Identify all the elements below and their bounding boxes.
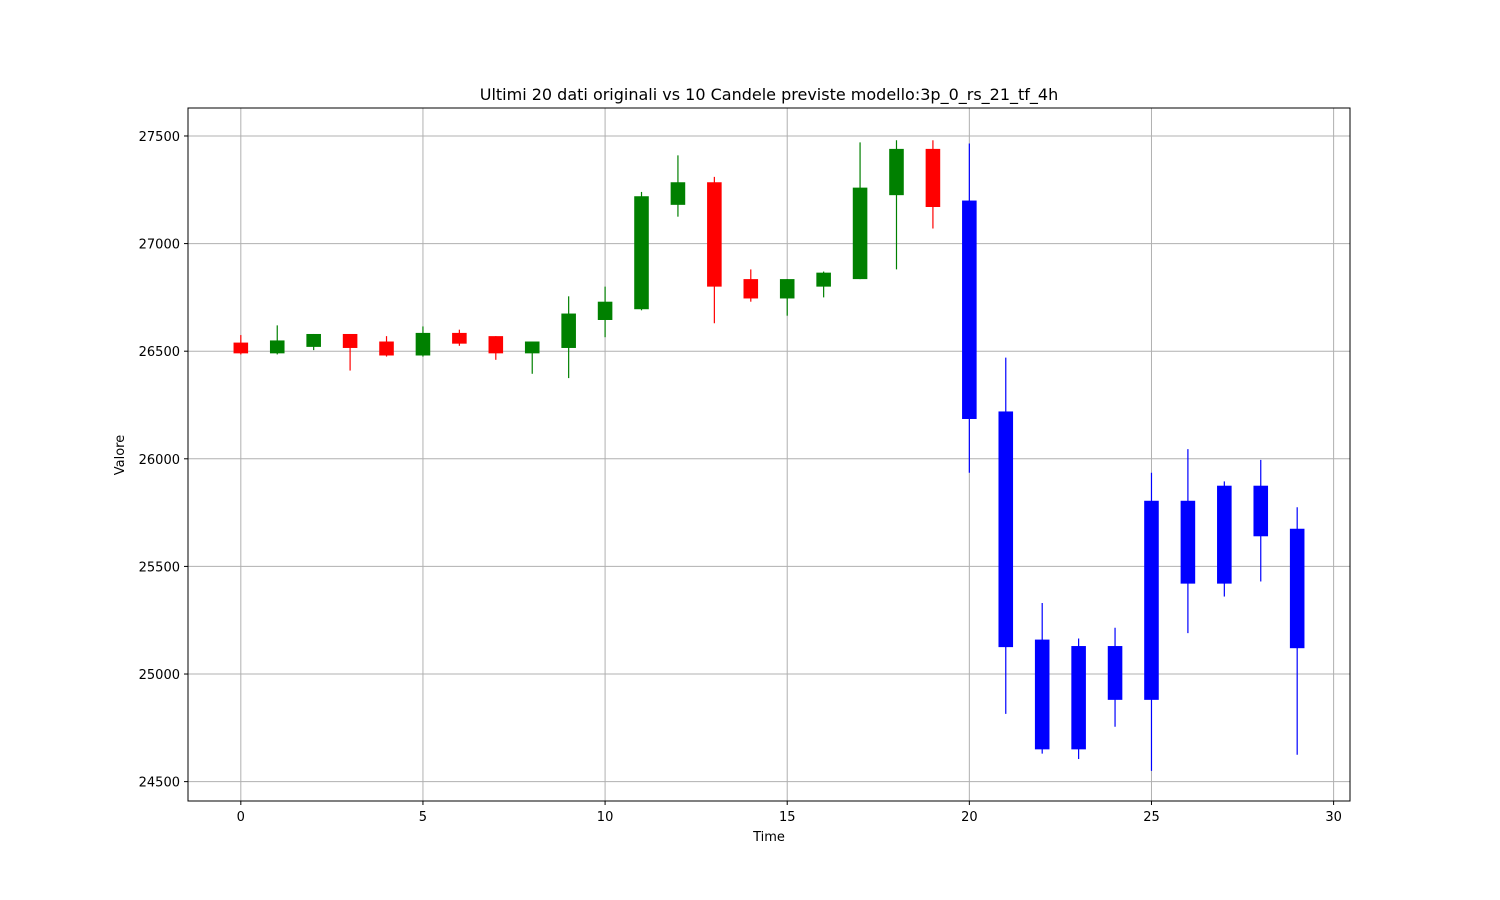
x-tick-label: 25 [1143, 810, 1160, 825]
x-tick-label: 0 [237, 810, 245, 825]
candle-body [561, 313, 576, 348]
original-candle [561, 296, 576, 379]
candle-body [1253, 485, 1269, 537]
original-candle [743, 269, 759, 302]
candles [233, 140, 1305, 771]
y-tick-label: 27500 [139, 130, 180, 145]
original-candle [670, 155, 686, 217]
candle-body [233, 342, 249, 354]
forecast-candle [962, 143, 977, 473]
candle-body [269, 340, 285, 354]
candle-body [1034, 639, 1050, 750]
candle-body [925, 148, 941, 207]
forecast-candle [1144, 472, 1159, 771]
candle-body [342, 333, 358, 348]
x-axis-label: Time [752, 830, 785, 845]
candle-body [1180, 500, 1196, 584]
original-candle [852, 142, 868, 280]
forecast-candle [1034, 603, 1050, 754]
candle-body [488, 336, 504, 354]
forecast-candle [998, 357, 1014, 714]
candle-body [634, 196, 649, 310]
original-candle [816, 271, 831, 298]
y-tick-label: 24500 [139, 776, 180, 791]
x-tick-label: 20 [961, 810, 978, 825]
candle-body [743, 279, 759, 299]
candle-body [852, 187, 868, 280]
candle-body [962, 200, 977, 419]
chart-title: Ultimi 20 dati originali vs 10 Candele p… [480, 85, 1059, 105]
original-candle [707, 176, 722, 324]
candle-body [1289, 528, 1305, 649]
forecast-candle [1289, 507, 1305, 755]
original-candle [889, 140, 904, 270]
x-tick-label: 15 [779, 810, 796, 825]
candle-body [524, 341, 540, 354]
original-candle [925, 140, 941, 229]
forecast-candle [1180, 449, 1196, 634]
candle-body [452, 332, 467, 344]
candle-body [1107, 646, 1123, 700]
axis-ticks: 0 5 10 15 20 25 30 24500 25000 25500 26000 26500 270… [139, 130, 1342, 825]
y-tick-label: 25000 [139, 668, 180, 683]
original-candle [415, 326, 431, 357]
candle-body [379, 341, 394, 356]
candle-body [998, 411, 1014, 648]
original-candle [342, 333, 358, 371]
candle-body [415, 332, 431, 356]
forecast-candle [1217, 481, 1232, 597]
original-candle [634, 191, 649, 311]
y-tick-label: 26000 [139, 453, 180, 468]
original-candle [269, 325, 285, 355]
x-tick-label: 5 [419, 810, 427, 825]
original-candle [488, 336, 504, 360]
x-tick-label: 10 [597, 810, 614, 825]
axes-frame [187, 107, 1351, 802]
x-tick-label: 30 [1325, 810, 1342, 825]
forecast-candle [1107, 627, 1123, 727]
y-tick-label: 26500 [139, 345, 180, 360]
forecast-candle [1253, 459, 1269, 582]
original-candle [233, 335, 249, 355]
original-candle [379, 336, 394, 357]
candle-body [597, 301, 613, 320]
candle-body [816, 272, 831, 287]
original-candle [452, 329, 467, 346]
candle-body [306, 333, 321, 347]
original-candle [597, 286, 613, 338]
candle-body [779, 279, 795, 299]
candle-body [1217, 485, 1232, 584]
original-candle [306, 333, 321, 351]
y-tick-label: 25500 [139, 560, 180, 575]
candle-body [670, 182, 686, 205]
candle-body [707, 182, 722, 287]
candle-body [889, 148, 904, 196]
candle-body [1071, 646, 1086, 750]
forecast-candle [1071, 638, 1086, 760]
y-tick-label: 27000 [139, 238, 180, 253]
original-candle [524, 341, 540, 374]
candle-body [1144, 500, 1159, 700]
original-candle [779, 279, 795, 316]
y-axis-label: Valore [113, 435, 128, 475]
